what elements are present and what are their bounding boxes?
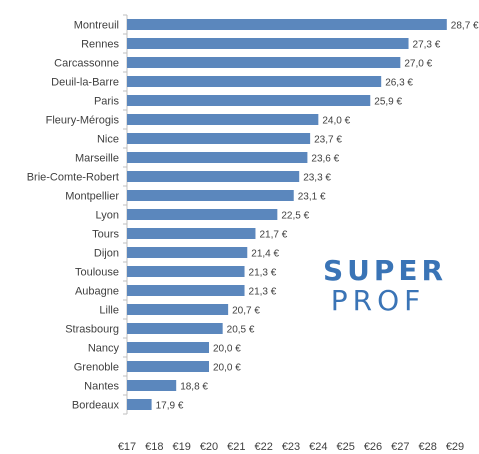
bar [127, 133, 311, 144]
bar [127, 171, 300, 182]
category-label: Strasbourg [65, 324, 119, 336]
bar [127, 304, 229, 315]
category-label: Nice [97, 134, 119, 146]
x-tick-label: €28 [418, 441, 436, 453]
bar [127, 285, 245, 296]
x-tick-label: €23 [282, 441, 300, 453]
category-label: Grenoble [74, 362, 119, 374]
x-tick-label: €19 [172, 441, 190, 453]
value-label: 18,8 € [180, 382, 208, 393]
category-label: Tours [92, 229, 119, 241]
value-label: 22,5 € [281, 211, 309, 222]
value-label: 20,0 € [213, 363, 241, 374]
value-label: 24,0 € [322, 116, 350, 127]
x-tick-label: €26 [364, 441, 382, 453]
category-label: Toulouse [75, 267, 119, 279]
x-tick-label: €29 [446, 441, 464, 453]
category-label: Brie-Comte-Robert [27, 172, 119, 184]
bar [127, 209, 278, 220]
bar [127, 190, 294, 201]
x-tick-label: €21 [227, 441, 245, 453]
bar [127, 266, 245, 277]
bar [127, 228, 256, 239]
bar [127, 114, 319, 125]
logo-line-2: PROF [330, 284, 426, 317]
category-label: Deuil-la-Barre [51, 77, 119, 89]
value-label: 20,7 € [232, 306, 260, 317]
bar [127, 152, 308, 163]
value-label: 23,3 € [303, 173, 331, 184]
value-label: 23,1 € [298, 192, 326, 203]
x-tick-label: €20 [200, 441, 218, 453]
value-label: 27,3 € [413, 40, 441, 51]
category-label: Montpellier [65, 191, 119, 203]
category-label: Marseille [75, 153, 119, 165]
x-tick-label: €17 [118, 441, 136, 453]
value-label: 28,7 € [451, 21, 479, 32]
value-label: 23,6 € [311, 154, 339, 165]
category-label: Paris [94, 96, 120, 108]
category-label: Aubagne [75, 286, 119, 298]
x-tick-label: €27 [391, 441, 409, 453]
value-label: 23,7 € [314, 135, 342, 146]
bar [127, 342, 209, 353]
value-label: 26,3 € [385, 78, 413, 89]
category-label: Bordeaux [72, 400, 120, 412]
bar [127, 95, 371, 106]
value-label: 21,7 € [259, 230, 287, 241]
category-label: Fleury-Mérogis [46, 115, 120, 127]
value-label: 21,3 € [249, 287, 277, 298]
value-label: 25,9 € [374, 97, 402, 108]
x-tick-label: €22 [254, 441, 272, 453]
bar [127, 399, 152, 410]
logo-line-1: SUPER [323, 254, 448, 287]
superprof-logo: SUPER PROF [323, 254, 448, 317]
x-tick-label: €25 [336, 441, 354, 453]
category-label: Nancy [88, 343, 120, 355]
bar [127, 323, 223, 334]
bar [127, 38, 409, 49]
bar [127, 247, 248, 258]
bar [127, 361, 209, 372]
bar [127, 76, 382, 87]
category-label: Nantes [84, 381, 119, 393]
bar [127, 19, 447, 30]
category-label: Rennes [81, 39, 119, 51]
value-label: 20,0 € [213, 344, 241, 355]
category-label: Montreuil [74, 20, 119, 32]
category-label: Lyon [96, 210, 119, 222]
category-label: Lille [99, 305, 119, 317]
value-label: 17,9 € [156, 401, 184, 412]
x-tick-label: €18 [145, 441, 163, 453]
value-label: 21,4 € [251, 249, 279, 260]
bar [127, 380, 177, 391]
value-label: 20,5 € [227, 325, 255, 336]
category-label: Dijon [94, 248, 119, 260]
value-label: 27,0 € [404, 59, 432, 70]
bar [127, 57, 401, 68]
x-tick-label: €24 [309, 441, 327, 453]
category-label: Carcassonne [54, 58, 119, 70]
value-label: 21,3 € [249, 268, 277, 279]
